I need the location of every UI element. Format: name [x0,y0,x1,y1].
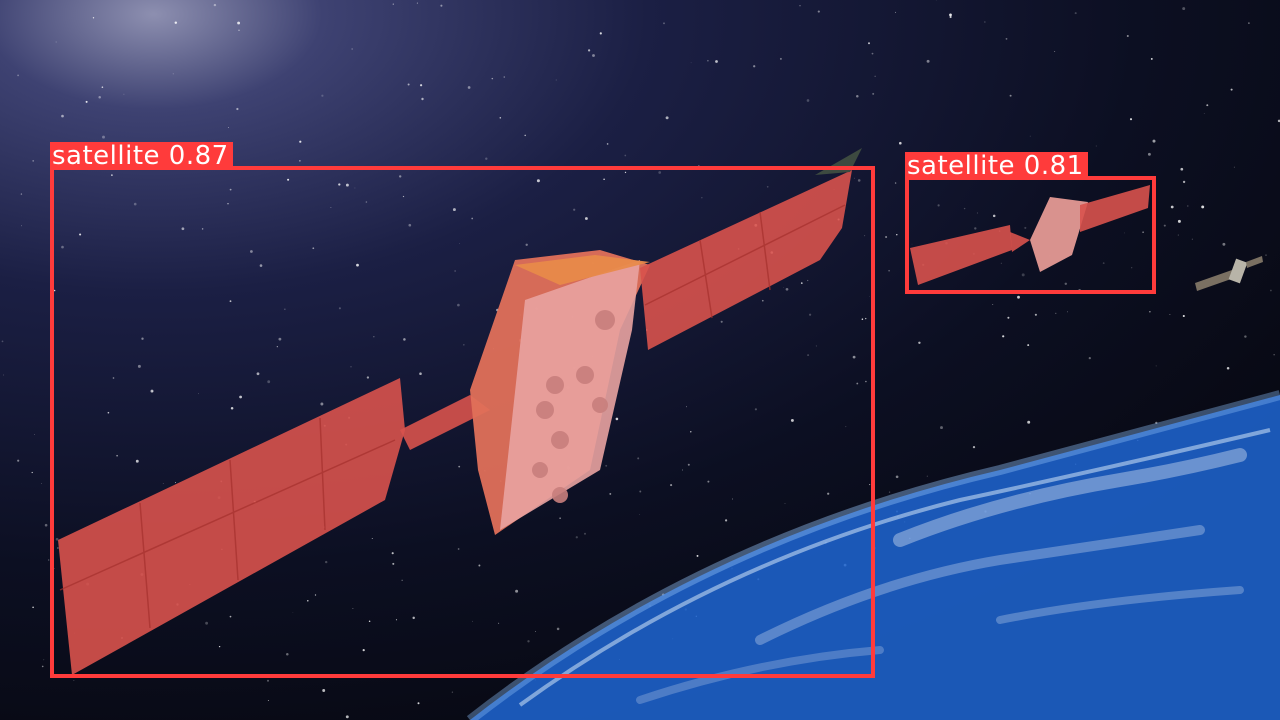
satellite-large [58,148,862,675]
detection-box-satellite-2 [905,176,1156,294]
satellite-distant [1195,256,1263,291]
detection-label-satellite-1: satellite 0.87 [50,142,233,170]
satellite-small [910,185,1150,285]
detection-label-satellite-2: satellite 0.81 [905,152,1088,180]
detection-box-satellite-1 [50,166,875,678]
earth [466,390,1280,720]
